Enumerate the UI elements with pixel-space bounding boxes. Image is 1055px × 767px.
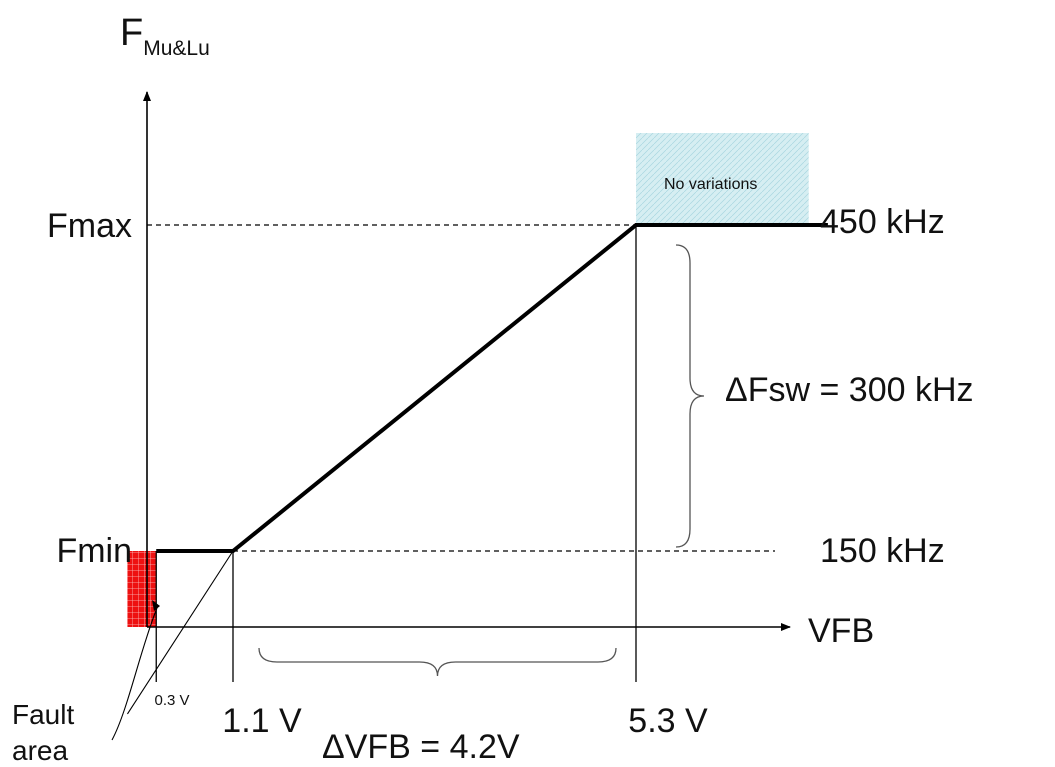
fault-area-label-line-2: area	[12, 735, 68, 766]
y-axis-label: FMu&Lu	[120, 12, 210, 60]
delta-fsw-brace	[675, 244, 705, 548]
y-axis-label-main: F	[120, 12, 143, 54]
fmax-label: Fmax	[47, 207, 132, 245]
fault-diagonal-line	[126, 550, 234, 715]
x-tick-label-5-3: 5.3 V	[628, 702, 708, 740]
fmin-value-label: 150 kHz	[820, 532, 945, 570]
fault-area-region	[127, 551, 157, 627]
delta-vfb-brace	[258, 647, 617, 677]
x-tick-label-0-3: 0.3 V	[154, 692, 189, 709]
x-axis-label: VFB	[808, 612, 874, 650]
fmax-value-label: 450 kHz	[820, 203, 945, 241]
no-variations-label: No variations	[664, 176, 757, 193]
delta-fsw-label: ΔFsw = 300 kHz	[725, 371, 974, 409]
y-axis-label-subscript: Mu&Lu	[143, 37, 210, 60]
fmin-label: Fmin	[56, 532, 132, 570]
frequency-series-line	[156, 223, 828, 553]
no-variations-area	[636, 133, 809, 225]
fault-area-label-line-1: Fault	[12, 699, 74, 730]
fault-area-arrow-icon	[152, 600, 160, 611]
fault-area-callout-line	[111, 607, 158, 741]
x-tick-label-1-1: 1.1 V	[222, 702, 302, 740]
delta-vfb-label: ΔVFB = 4.2V	[322, 728, 520, 766]
